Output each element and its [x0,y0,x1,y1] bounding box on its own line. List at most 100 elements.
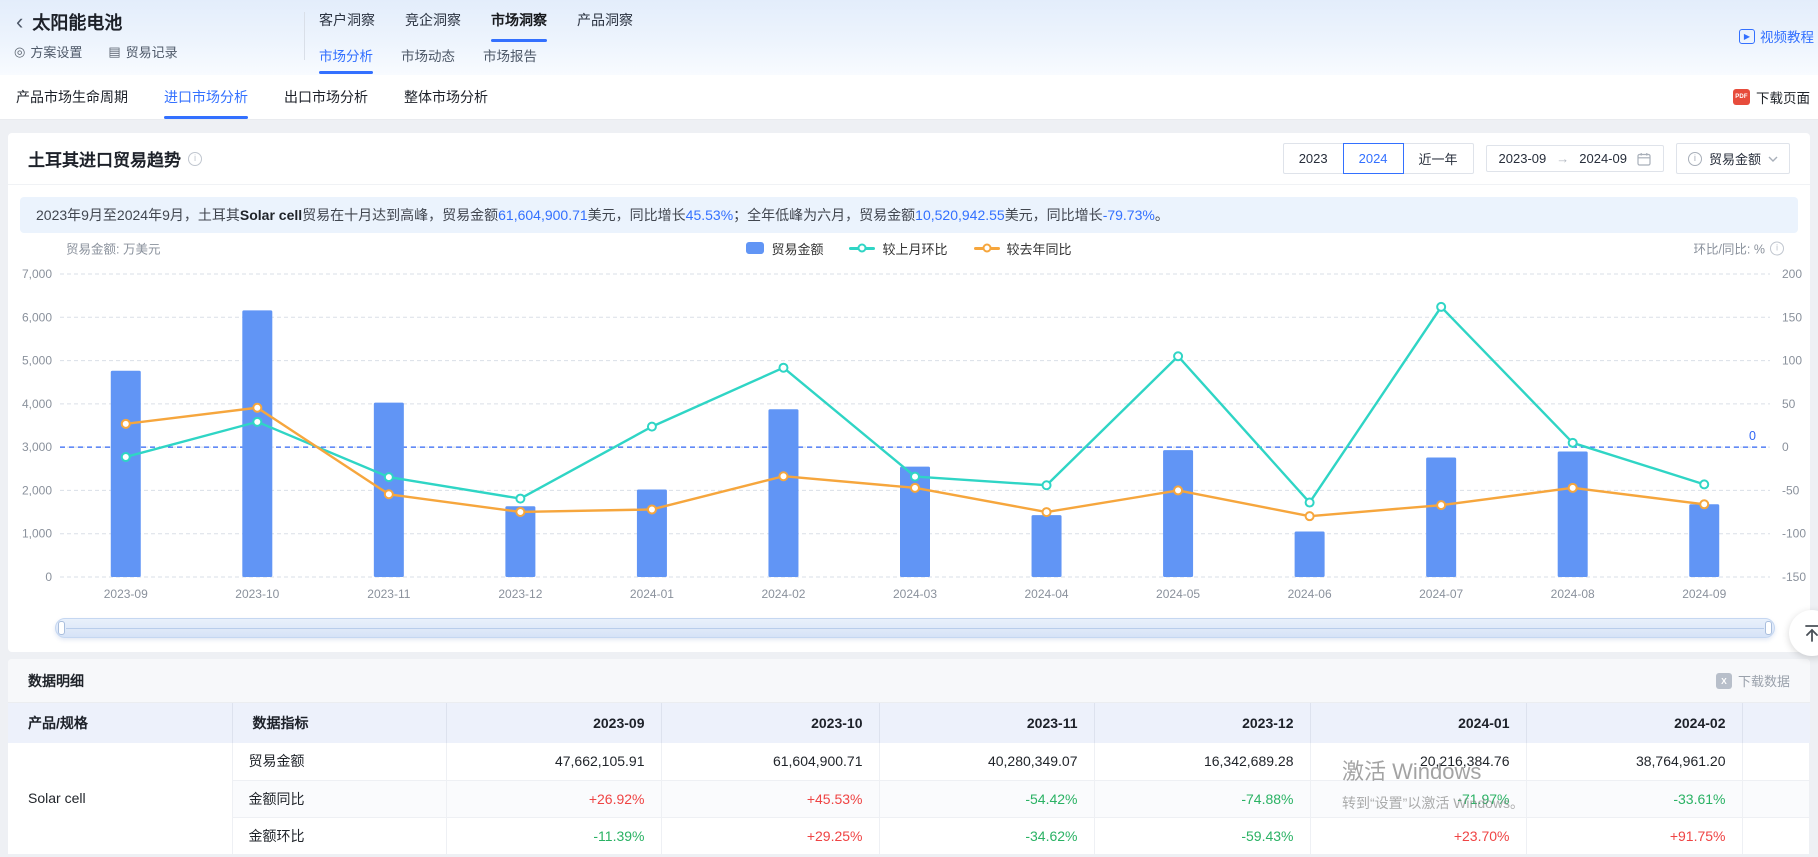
chevron-down-icon [1768,156,1778,162]
main-nav: 客户洞察 竞企洞察 市场洞察 产品洞察 [319,10,633,42]
table-row: 金额环比 -11.39% +29.25% -34.62% -59.43% +23… [8,817,1810,855]
chart-title-row: 土耳其进口贸易趋势 i 2023 2024 近一年 2023-09 → 2024… [8,133,1810,185]
summary-segment: 贸易在十月达到高峰，贸易金额 [302,207,499,223]
product-cell: Solar cell [8,743,233,855]
tab-competitor-insight[interactable]: 竞企洞察 [405,12,461,28]
bar-legend-swatch [746,242,765,254]
value-cell: -59.43% [1094,817,1311,855]
datazoom-slider[interactable] [55,618,1775,638]
bar-2024-08 [1557,451,1588,577]
trade-records-button[interactable]: ▤ 贸易记录 [108,42,177,61]
bar-2024-03 [900,466,930,577]
tab-market-insight[interactable]: 市场洞察 [491,10,547,42]
svg-text:5,000: 5,000 [22,354,52,368]
bar-2024-07 [1426,457,1457,577]
breadcrumb: ‹ 太阳能电池 [16,9,122,35]
data-detail-table: 产品/规格 数据指标 2023-09 2023-10 2023-11 2023-… [8,703,1810,855]
date-range-picker[interactable]: 2023-09 → 2024-09 [1485,145,1664,172]
download-data-button[interactable]: X 下载数据 [1715,671,1790,690]
range-start: 2023-09 [1498,151,1547,166]
slider-track-line [66,628,1764,629]
import-trend-card: 土耳其进口贸易趋势 i 2023 2024 近一年 2023-09 → 2024… [8,133,1810,652]
metric-cell: 金额环比 [232,817,447,855]
recent-year-button[interactable]: 近一年 [1402,143,1474,174]
col-2023-09: 2023-09 [446,703,662,743]
partial-cell [1742,817,1810,855]
tab-overall-market-analysis[interactable]: 整体市场分析 [404,89,488,105]
line-legend-swatch [849,242,876,254]
summary-segment: Solar cell [239,207,303,223]
download-page-button[interactable]: PDF 下载页面 [1733,75,1810,119]
tab-market-report[interactable]: 市场报告 [483,49,537,64]
excel-icon: X [1715,672,1732,689]
download-data-label: 下载数据 [1737,674,1790,689]
breadcrumb-meta: ◎ 方案设置 ▤ 贸易记录 [14,42,178,61]
chart-controls: 2023 2024 近一年 2023-09 → 2024-09 i 贸易金额 [1282,143,1790,174]
legend-label: 贸易金额 [771,241,824,257]
svg-text:2023-12: 2023-12 [498,587,542,601]
svg-text:50: 50 [1782,397,1796,411]
year-2024-button[interactable]: 2024 [1342,143,1404,174]
metric-dropdown[interactable]: i 贸易金额 [1675,143,1790,174]
summary-segment: -79.73% [1102,207,1155,223]
value-cell: -33.61% [1526,780,1743,818]
calendar-icon [1637,152,1651,166]
value-cell: +26.92% [446,780,662,818]
scheme-settings-button[interactable]: ◎ 方案设置 [14,42,82,61]
value-cell: +91.75% [1526,817,1743,855]
info-icon[interactable]: i [188,151,202,166]
tab-import-market-analysis[interactable]: 进口市场分析 [164,75,248,119]
back-chevron-icon[interactable]: ‹ [16,9,24,34]
legend-trade-amount[interactable]: 贸易金额 [746,239,823,258]
col-2023-11: 2023-11 [879,703,1095,743]
arrow-up-to-bar-icon [1805,625,1818,642]
slider-handle-left[interactable] [58,621,65,635]
svg-text:2024-09: 2024-09 [1682,587,1726,601]
top-header: ‹ 太阳能电池 ◎ 方案设置 ▤ 贸易记录 客户洞察 竞企洞察 市场洞察 产品洞… [0,0,1818,75]
col-2023-12: 2023-12 [1094,703,1311,743]
range-arrow-icon: → [1556,151,1570,166]
bar-2023-12 [505,506,536,577]
col-product: 产品/规格 [8,703,233,743]
left-axis-caption: 贸易金额: 万美元 [66,242,161,257]
year-2023-button[interactable]: 2023 [1282,143,1344,174]
bar-2024-06 [1294,531,1325,577]
svg-text:2024-04: 2024-04 [1025,587,1069,601]
legend-mom[interactable]: 较上月环比 [849,239,948,258]
svg-text:1,000: 1,000 [22,527,52,541]
table-section-title: 数据明细 [28,672,84,689]
legend-yoy[interactable]: 较去年同比 [973,239,1072,258]
tab-market-analysis[interactable]: 市场分析 [319,45,373,74]
col-partial [1742,703,1810,743]
trend-chart: 7,000 200 6,000 150 5,000 100 4,000 50 3,000 0 2,0… [22,267,1806,601]
bar-2024-04 [1031,515,1062,577]
svg-text:2024-01: 2024-01 [630,587,674,601]
svg-text:3,000: 3,000 [22,440,52,454]
info-icon[interactable]: i [1770,241,1784,255]
tab-export-market-analysis[interactable]: 出口市场分析 [284,89,368,105]
svg-text:-100: -100 [1782,527,1806,541]
value-cell: 47,662,105.91 [446,743,662,781]
header-divider [304,12,305,60]
value-cell: +45.53% [661,780,880,818]
tab-product-insight[interactable]: 产品洞察 [577,12,633,28]
col-2023-10: 2023-10 [661,703,880,743]
video-tutorial-label: 视频教程 [1760,30,1814,45]
tab-product-lifecycle[interactable]: 产品市场生命周期 [16,89,128,105]
tab-market-dynamics[interactable]: 市场动态 [401,49,455,64]
value-cell: +23.70% [1310,817,1527,855]
video-tutorial-link[interactable]: ▶ 视频教程 [1739,26,1818,46]
slider-handle-right[interactable] [1765,621,1772,635]
value-cell: 61,604,900.71 [661,743,880,781]
svg-text:100: 100 [1782,354,1802,368]
trade-records-label: 贸易记录 [125,45,178,60]
summary-segment: ；全年低峰为六月，贸易金额 [733,207,916,223]
svg-text:0: 0 [45,570,52,584]
value-cell: -74.88% [1094,780,1311,818]
partial-cell [1742,780,1810,818]
tab-customer-insight[interactable]: 客户洞察 [319,12,375,28]
summary-segment: 。 [1154,207,1169,223]
metric-dropdown-value: 贸易金额 [1708,152,1761,167]
metric-cell: 贸易金额 [232,743,447,781]
chart-title-text: 土耳其进口贸易趋势 [28,151,181,170]
